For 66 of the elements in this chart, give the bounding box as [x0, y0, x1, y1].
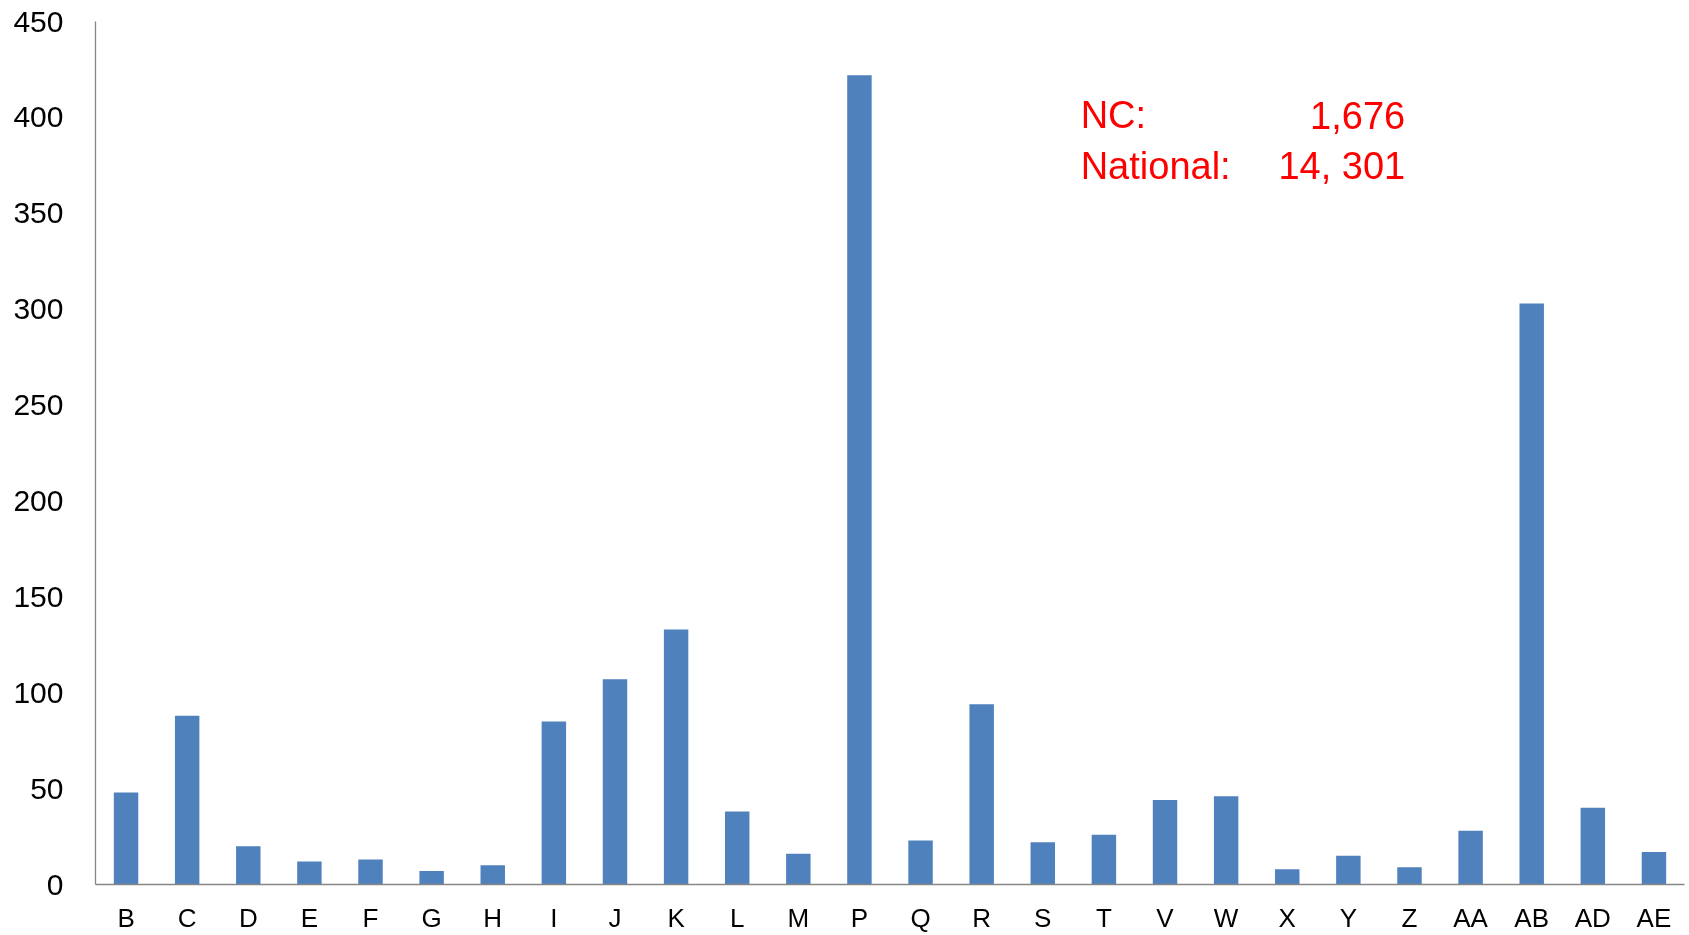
y-tick-label: 350	[13, 196, 64, 230]
x-tick-label: G	[421, 902, 442, 933]
x-tick-label: Z	[1401, 902, 1418, 933]
bar	[1397, 867, 1422, 885]
bar	[1580, 807, 1606, 885]
bar	[724, 811, 750, 885]
y-tick-label: 0	[46, 867, 64, 901]
x-tick-label: S	[1034, 902, 1052, 933]
x-tick-label: H	[483, 902, 503, 933]
bar	[908, 840, 933, 885]
y-tick-label: 50	[30, 771, 64, 805]
bar	[847, 75, 872, 885]
y-tick-label: 200	[13, 483, 64, 517]
bar	[541, 721, 567, 885]
y-tick-label: 150	[13, 579, 64, 613]
bar	[174, 715, 200, 885]
x-tick-label: B	[117, 902, 135, 933]
bar	[602, 679, 628, 885]
y-tick-label: 250	[13, 388, 64, 422]
bar	[1091, 834, 1117, 885]
bar	[358, 859, 383, 885]
x-tick-label: I	[550, 902, 558, 933]
x-tick-label: L	[729, 902, 745, 933]
bar	[480, 865, 505, 885]
x-tick-label: D	[238, 902, 258, 933]
bar	[663, 629, 689, 885]
x-tick-label: M	[787, 902, 810, 933]
x-tick-label: X	[1278, 902, 1296, 933]
bar	[1336, 855, 1361, 885]
x-tick-label: V	[1156, 902, 1175, 933]
bar	[1030, 842, 1056, 885]
bar	[1275, 869, 1300, 885]
x-tick-label: Y	[1339, 902, 1358, 933]
bar	[1458, 830, 1483, 885]
x-tick-label: W	[1213, 902, 1239, 933]
y-tick-label: 400	[13, 100, 64, 134]
x-tick-label: AE	[1636, 902, 1672, 933]
x-tick-label: P	[850, 902, 869, 933]
x-tick-label: E	[300, 902, 319, 933]
x-tick-label: AD	[1574, 902, 1611, 933]
annotation: 14, 301	[1278, 145, 1406, 188]
x-tick-label: K	[667, 902, 686, 933]
bar	[969, 704, 994, 885]
x-tick-label: Q	[910, 902, 931, 933]
y-tick-label: 100	[13, 675, 64, 709]
x-tick-label: AB	[1514, 902, 1550, 933]
annotation: National:	[1080, 145, 1231, 188]
y-tick-label: 300	[13, 292, 64, 326]
x-tick-label: F	[362, 902, 379, 933]
x-tick-label: T	[1095, 902, 1112, 933]
bar	[1213, 796, 1239, 885]
bar	[786, 853, 811, 885]
bar	[1152, 800, 1178, 885]
bar	[1641, 851, 1667, 885]
x-tick-label: C	[177, 902, 197, 933]
x-tick-label: J	[608, 902, 622, 933]
annotation: NC:	[1080, 94, 1147, 137]
bar	[236, 846, 261, 885]
annotation: 1,676	[1310, 94, 1406, 137]
x-tick-label: AA	[1453, 902, 1489, 933]
bar	[297, 861, 322, 885]
bar	[1519, 303, 1544, 885]
x-tick-label: R	[972, 902, 992, 933]
bar	[419, 871, 444, 885]
bar	[113, 792, 139, 885]
y-tick-label: 450	[13, 4, 64, 38]
